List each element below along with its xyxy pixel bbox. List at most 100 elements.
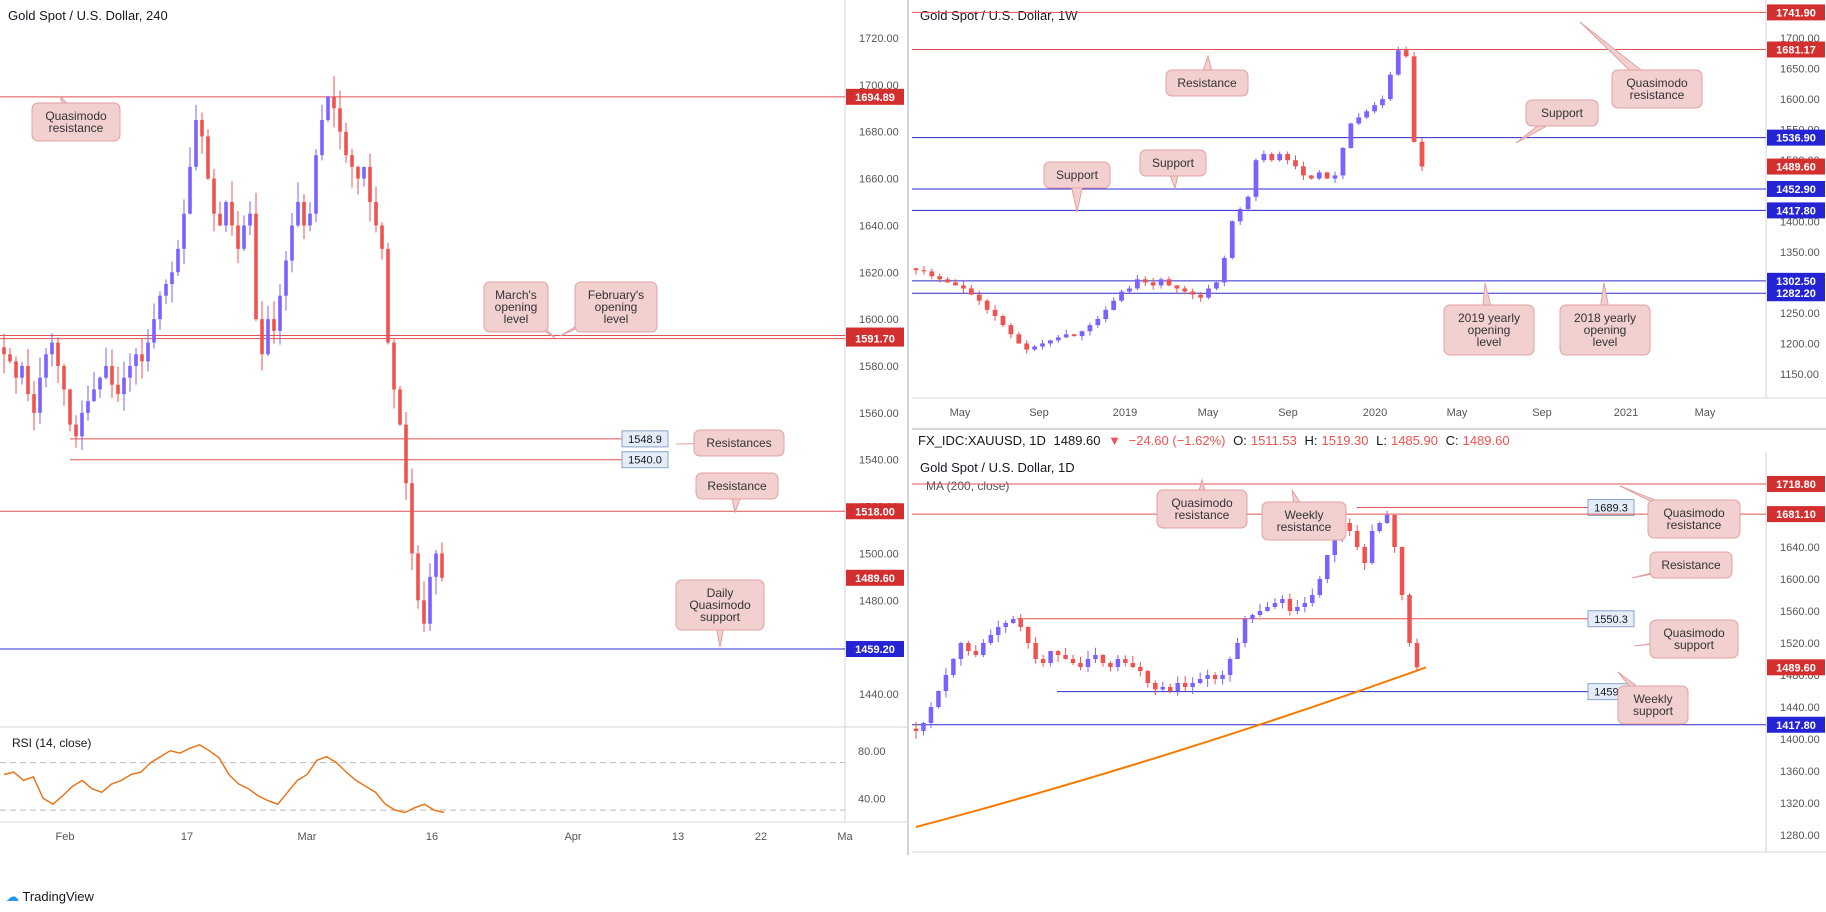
current-price-tag-bg <box>1767 158 1825 175</box>
candle-candle <box>86 401 90 413</box>
candle-candle <box>26 366 30 395</box>
candle-candle <box>1392 515 1397 547</box>
candle-candle <box>20 366 24 378</box>
candle-candle <box>350 155 354 167</box>
price-tag-bg <box>846 88 904 105</box>
candle-candle <box>1212 675 1218 679</box>
candle-candle <box>1123 659 1128 663</box>
callout-box <box>31 102 121 142</box>
daily-last-price: 1489.60 <box>1053 433 1101 448</box>
candle-candle <box>1167 687 1173 691</box>
level-tag-bg <box>621 430 669 448</box>
candle-candle <box>1127 288 1132 292</box>
chart-4h-canvas[interactable]: 1720.001700.001680.001660.001640.001620.… <box>0 0 907 855</box>
candle-candle <box>1380 99 1385 106</box>
candle-candle <box>953 282 958 286</box>
candle-candle <box>38 377 42 413</box>
candle-candle <box>74 424 78 437</box>
candle-candle <box>929 271 935 277</box>
price-tick-label: 1540.00 <box>859 455 899 467</box>
candle-candle <box>1332 539 1337 555</box>
candle-candle <box>1135 279 1140 289</box>
price-tag: 1536.90 <box>1776 133 1816 145</box>
candle-candle <box>422 600 426 624</box>
price-tag-bg <box>1767 41 1825 58</box>
candle-candle <box>1197 679 1203 683</box>
low-value: 1485.90 <box>1390 433 1438 448</box>
price-tick-label: 1320.00 <box>1780 798 1820 810</box>
candle-candle <box>1340 147 1346 176</box>
candle-candle <box>1411 56 1417 142</box>
candle-candle <box>134 354 138 366</box>
candle-candle <box>1182 683 1188 687</box>
candle-candle <box>50 342 54 355</box>
candle-candle <box>1395 50 1401 75</box>
candle-candle <box>984 300 990 310</box>
candle-candle <box>951 659 956 675</box>
candle-candle <box>1308 175 1314 179</box>
callout-text: resistance <box>1667 518 1722 532</box>
price-tag-bg <box>846 641 904 658</box>
chart-daily-panel[interactable]: 1720.001680.001640.001600.001560.001520.… <box>912 452 1826 856</box>
candle-candle <box>1040 343 1045 347</box>
current-price-tag: 1489.60 <box>1776 662 1816 674</box>
candle-candle <box>1040 659 1046 663</box>
price-tick-label: 1560.00 <box>1780 606 1820 618</box>
candle-candle <box>1158 279 1164 286</box>
candle-candle <box>1250 615 1255 619</box>
candle-candle <box>1310 595 1315 603</box>
candle-candle <box>1093 655 1098 659</box>
candle-candle <box>416 553 420 601</box>
candle-candle <box>1119 291 1124 301</box>
time-tick-label: 2020 <box>1363 407 1387 419</box>
price-tick-label: 1480.00 <box>859 595 899 607</box>
chart-weekly-panel[interactable]: 1700.001650.001600.001550.001500.001450.… <box>912 0 1826 430</box>
level-tag: 1540.0 <box>628 455 662 467</box>
level-tag-bg <box>1587 499 1635 517</box>
candle-candle <box>362 166 366 179</box>
callout-text: level <box>504 312 529 326</box>
candle-candle <box>1293 160 1298 167</box>
price-tick-label: 1560.00 <box>859 408 899 420</box>
candle-candle <box>1000 315 1006 326</box>
candle-candle <box>1372 105 1377 112</box>
price-tag-bg <box>846 330 904 347</box>
callout-text: February's <box>588 288 644 302</box>
candle-candle <box>1048 340 1053 344</box>
candle-candle <box>945 279 950 283</box>
callout-box <box>1649 551 1733 579</box>
candle-candle <box>56 342 60 366</box>
chart-daily-canvas[interactable]: 1720.001680.001640.001600.001560.001520.… <box>912 452 1826 856</box>
time-tick-label: Sep <box>1532 407 1552 419</box>
candle-candle <box>1369 531 1375 563</box>
tradingview-logo[interactable]: ☁ TradingView <box>6 889 94 905</box>
candle-candle <box>212 178 216 214</box>
candle-candle <box>1407 595 1412 643</box>
candle-candle <box>62 366 66 390</box>
candle-candle <box>1295 607 1300 611</box>
candle-candle <box>434 553 438 577</box>
candle-candle <box>110 366 114 385</box>
candle-candle <box>32 394 36 413</box>
candle-candle <box>928 707 934 723</box>
time-tick-label: 2019 <box>1113 407 1137 419</box>
candle-candle <box>1205 675 1210 679</box>
current-price-tag: 1489.60 <box>1776 162 1816 174</box>
time-tick-label: Sep <box>1029 407 1049 419</box>
callout-text: opening <box>1584 323 1627 337</box>
current-price-tag-bg <box>1767 659 1825 676</box>
callout-box <box>483 281 549 333</box>
chart-weekly-canvas[interactable]: 1700.001650.001600.001550.001500.001450.… <box>912 0 1826 428</box>
high-value: 1519.30 <box>1321 433 1369 448</box>
candle-candle <box>973 651 979 655</box>
chart-4h-panel[interactable]: 1720.00 1700.00 1680.00 1660.00 1640.00 1620.… <box>0 0 909 855</box>
candle-candle <box>1316 172 1322 179</box>
candle-candle <box>1399 547 1405 595</box>
candle-candle <box>1078 663 1083 667</box>
price-tag: 1518.00 <box>855 506 895 518</box>
callout-text: Daily <box>707 586 734 600</box>
